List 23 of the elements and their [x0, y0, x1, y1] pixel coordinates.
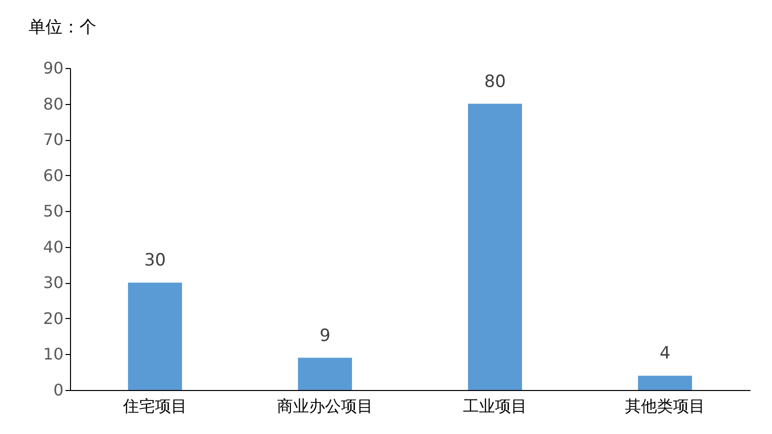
- y-tick-label: 30: [43, 273, 64, 292]
- data-label: 80: [484, 72, 506, 92]
- bar: [298, 358, 352, 390]
- y-tick-label: 80: [43, 94, 64, 114]
- y-tick-label: 20: [43, 308, 64, 328]
- bar: [638, 376, 692, 390]
- data-label: 30: [144, 250, 166, 271]
- bar: [468, 104, 522, 390]
- x-tick-label: 商业办公项目: [277, 396, 373, 416]
- data-label: 9: [320, 326, 330, 346]
- y-tick-label: 90: [43, 58, 64, 78]
- x-tick-label: 其他类项目: [625, 396, 705, 416]
- y-tick-label: 60: [43, 166, 64, 185]
- y-tick-label: 50: [43, 202, 64, 221]
- x-tick-label: 工业项目: [463, 396, 527, 416]
- y-tick-label: 0: [53, 380, 64, 400]
- y-axis-title: 单位：个: [28, 18, 96, 38]
- y-tick-label: 70: [43, 130, 64, 150]
- x-tick-label: 住宅项目: [122, 396, 187, 416]
- y-tick-label: 40: [43, 237, 64, 256]
- bar: [128, 282, 182, 390]
- data-label: 4: [660, 344, 670, 364]
- y-tick-label: 10: [43, 344, 64, 364]
